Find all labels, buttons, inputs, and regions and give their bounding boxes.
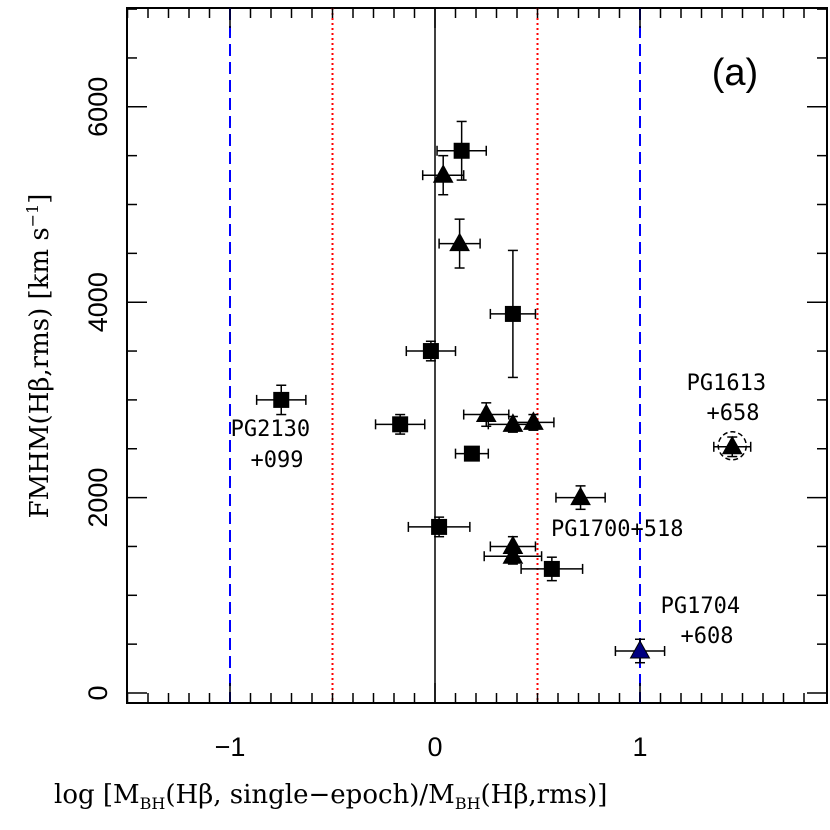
- panel-label: (a): [712, 52, 758, 94]
- triangle-point: [555, 485, 606, 511]
- y-tick-label: 2000: [83, 468, 113, 528]
- triangle-marker: [475, 403, 497, 423]
- x-axis-label: log [MBH(Hβ, single−epoch)/MBH(Hβ,rms)]: [54, 780, 607, 813]
- x-tick-label: −1: [215, 732, 246, 762]
- square-point: [520, 556, 584, 582]
- square-marker: [463, 445, 480, 462]
- triangle-point: [614, 638, 666, 664]
- triangle-marker: [432, 164, 454, 183]
- x-tick-label: 0: [427, 732, 442, 762]
- axis-ticks: −1 0 1 0 2000 4000 6000: [83, 8, 827, 762]
- square-point: [489, 249, 537, 379]
- square-marker: [431, 518, 448, 535]
- square-point: [436, 120, 487, 181]
- data-points: [255, 120, 752, 664]
- square-marker: [422, 343, 439, 360]
- triangle-marker: [629, 639, 651, 659]
- square-point: [454, 445, 490, 462]
- triangle-point: [483, 545, 543, 565]
- square-marker: [273, 391, 290, 408]
- square-marker: [453, 142, 470, 159]
- triangle-marker: [523, 411, 544, 430]
- triangle-point: [438, 218, 481, 269]
- square-point: [405, 340, 457, 362]
- square-point: [374, 413, 426, 435]
- square-point: [255, 384, 307, 416]
- square-marker: [392, 416, 409, 433]
- plot-frame: [126, 7, 828, 704]
- annotation-pg2130: PG2130 +099: [231, 417, 324, 473]
- annotation-pg1700: PG1700+518: [551, 517, 683, 542]
- y-tick-label: 4000: [83, 272, 113, 332]
- triangle-point: [421, 154, 465, 196]
- y-tick-label: 6000: [83, 77, 113, 137]
- square-marker: [543, 560, 560, 577]
- triangle-marker: [449, 232, 470, 252]
- triangle-point: [462, 402, 510, 428]
- square-point: [407, 516, 471, 538]
- triangle-point: [713, 431, 752, 461]
- y-tick-label: 0: [83, 685, 113, 700]
- square-marker: [504, 305, 521, 322]
- triangle-point: [512, 411, 555, 431]
- x-tick-label: 1: [632, 732, 647, 762]
- annotation-pg1613: PG1613 +658: [687, 371, 780, 426]
- triangle-marker: [502, 545, 524, 564]
- y-axis-label: FMHM(Hβ,rms) [km s−1]: [23, 194, 55, 519]
- annotation-pg1704: PG1704 +608: [661, 594, 754, 649]
- triangle-marker: [721, 435, 743, 455]
- highlight-circle: [717, 431, 747, 461]
- triangle-marker: [570, 486, 591, 506]
